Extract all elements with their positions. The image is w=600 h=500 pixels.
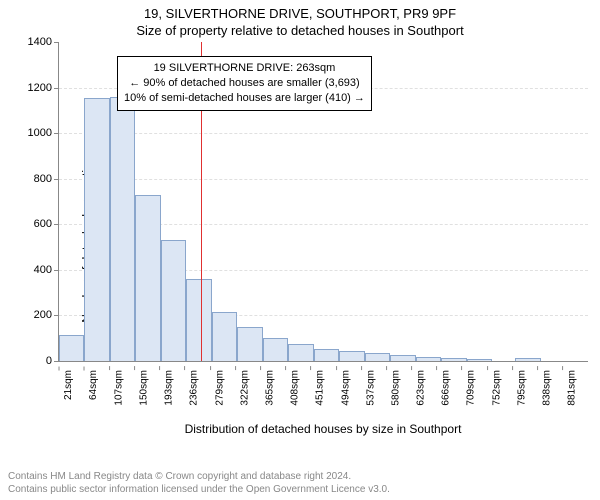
- histogram-bar: [263, 338, 288, 361]
- footer-line1: Contains HM Land Registry data © Crown c…: [8, 470, 390, 483]
- chart-wrap: Number of detached properties 0200400600…: [0, 40, 600, 440]
- x-tick-label: 408sqm: [290, 370, 301, 406]
- x-tick-label: 279sqm: [214, 370, 225, 406]
- histogram-bar: [288, 344, 313, 361]
- y-tick-label: 1400: [28, 36, 52, 48]
- chart-container: 19, SILVERTHORNE DRIVE, SOUTHPORT, PR9 9…: [0, 0, 600, 500]
- footer-line2: Contains public sector information licen…: [8, 483, 390, 496]
- annotation-line1: 19 SILVERTHORNE DRIVE: 263sqm: [124, 61, 365, 76]
- histogram-bar: [441, 358, 466, 361]
- annotation-box: 19 SILVERTHORNE DRIVE: 263sqm ← 90% of d…: [117, 56, 372, 111]
- histogram-bar: [161, 240, 186, 361]
- x-tick-label: 494sqm: [340, 370, 351, 406]
- histogram-bar: [467, 359, 492, 361]
- x-tick-label: 322sqm: [239, 370, 250, 406]
- histogram-bar: [212, 312, 237, 361]
- x-tick-label: 795sqm: [516, 370, 527, 406]
- x-axis-label: Distribution of detached houses by size …: [58, 422, 588, 436]
- x-axis-ticks: 21sqm 64sqm 107sqm 150sqm 193sqm 236sqm 279sqm…: [58, 364, 588, 424]
- y-tick-label: 400: [34, 264, 52, 276]
- y-tick-label: 1000: [28, 127, 52, 139]
- y-tick-label: 0: [46, 355, 52, 367]
- histogram-bar: [515, 358, 540, 361]
- histogram-bar: [110, 97, 135, 361]
- x-tick-label: 236sqm: [189, 370, 200, 406]
- x-tick-label: 21sqm: [63, 370, 74, 400]
- chart-title-description: Size of property relative to detached ho…: [0, 21, 600, 42]
- x-tick-label: 666sqm: [441, 370, 452, 406]
- histogram-bar: [339, 351, 364, 361]
- x-tick-label: 881sqm: [567, 370, 578, 406]
- y-tick-label: 1200: [28, 82, 52, 94]
- y-tick-label: 600: [34, 218, 52, 230]
- y-tick-label: 800: [34, 173, 52, 185]
- x-tick-label: 150sqm: [139, 370, 150, 406]
- histogram-bar: [186, 279, 211, 361]
- x-tick-label: 709sqm: [466, 370, 477, 406]
- y-axis-ticks: 0200400600800100012001400: [0, 42, 56, 362]
- histogram-bar: [59, 335, 84, 361]
- annotation-line2: ← 90% of detached houses are smaller (3,…: [124, 76, 365, 91]
- histogram-bar: [237, 327, 262, 361]
- histogram-bar: [84, 98, 109, 361]
- y-tick-label: 200: [34, 309, 52, 321]
- histogram-bar: [365, 353, 390, 361]
- histogram-bar: [135, 195, 160, 361]
- footer-attribution: Contains HM Land Registry data © Crown c…: [8, 470, 390, 496]
- histogram-bar: [416, 357, 441, 361]
- x-tick-label: 623sqm: [416, 370, 427, 406]
- x-tick-label: 107sqm: [113, 370, 124, 406]
- plot-area: 19 SILVERTHORNE DRIVE: 263sqm ← 90% of d…: [58, 42, 588, 362]
- annotation-line3: 10% of semi-detached houses are larger (…: [124, 91, 365, 106]
- chart-title-address: 19, SILVERTHORNE DRIVE, SOUTHPORT, PR9 9…: [0, 0, 600, 21]
- x-tick-label: 537sqm: [365, 370, 376, 406]
- histogram-bar: [390, 355, 415, 361]
- x-tick-label: 64sqm: [88, 370, 99, 400]
- x-tick-label: 580sqm: [390, 370, 401, 406]
- x-tick-label: 365sqm: [265, 370, 276, 406]
- x-tick-label: 752sqm: [491, 370, 502, 406]
- x-tick-label: 451sqm: [315, 370, 326, 406]
- x-tick-label: 838sqm: [542, 370, 553, 406]
- x-tick-label: 193sqm: [164, 370, 175, 406]
- histogram-bar: [314, 349, 339, 361]
